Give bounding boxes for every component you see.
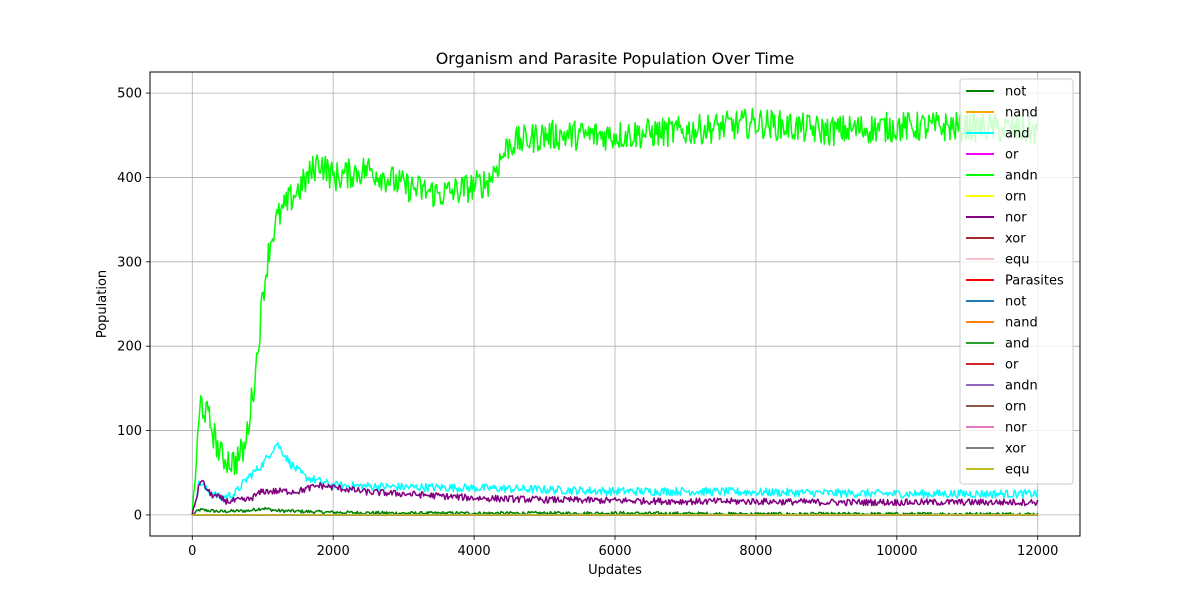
legend-label: andn [1005, 169, 1038, 184]
x-axis-title: Updates [588, 563, 642, 578]
x-tick-label: 4000 [458, 544, 491, 559]
x-tick-label: 0 [188, 544, 196, 559]
y-tick-label: 300 [117, 255, 142, 270]
series-line-organism-not [191, 506, 1039, 516]
y-axis-title: Population [95, 270, 110, 338]
legend-label: and [1005, 337, 1029, 352]
series-line-organism-nor [191, 479, 1039, 516]
chart-title: Organism and Parasite Population Over Ti… [436, 49, 795, 68]
legend-label: nor [1005, 211, 1027, 226]
y-tick-label: 200 [117, 340, 142, 355]
legend-label: or [1005, 148, 1019, 163]
series-line-organism-andn [191, 107, 1039, 515]
legend-label: orn [1005, 190, 1026, 205]
x-tick-label: 2000 [317, 544, 350, 559]
y-tick-label: 400 [117, 171, 142, 186]
y-tick-label: 100 [117, 424, 142, 439]
legend: not nand and or andn orn nor xor equ Parasites not… [959, 78, 1074, 485]
legend-box [959, 78, 1074, 485]
legend-label: not [1005, 295, 1026, 310]
legend-label: andn [1005, 379, 1038, 394]
legend-label: or [1005, 358, 1019, 373]
legend-label: not [1005, 85, 1026, 100]
legend-label: xor [1005, 232, 1026, 247]
y-tick-label: 0 [134, 508, 142, 523]
x-tick-label: 8000 [739, 544, 772, 559]
x-tick-label: 6000 [598, 544, 631, 559]
legend-label: nand [1005, 106, 1038, 121]
axis-ticks: 0 2000 4000 6000 8000 10000 12000 0 100 200 300 400… [117, 87, 1058, 559]
x-tick-label: 10000 [876, 544, 917, 559]
legend-label: equ [1005, 463, 1030, 478]
series-line-organism-and [191, 441, 1039, 515]
y-tick-label: 500 [117, 87, 142, 102]
legend-label: nor [1005, 421, 1027, 436]
legend-label: and [1005, 127, 1029, 142]
legend-label: xor [1005, 442, 1026, 457]
legend-label: equ [1005, 253, 1030, 268]
x-tick-label: 12000 [1017, 544, 1058, 559]
legend-label: Parasites [1005, 274, 1064, 289]
legend-label: orn [1005, 400, 1026, 415]
legend-label: nand [1005, 316, 1038, 331]
series-lines [191, 107, 1039, 516]
